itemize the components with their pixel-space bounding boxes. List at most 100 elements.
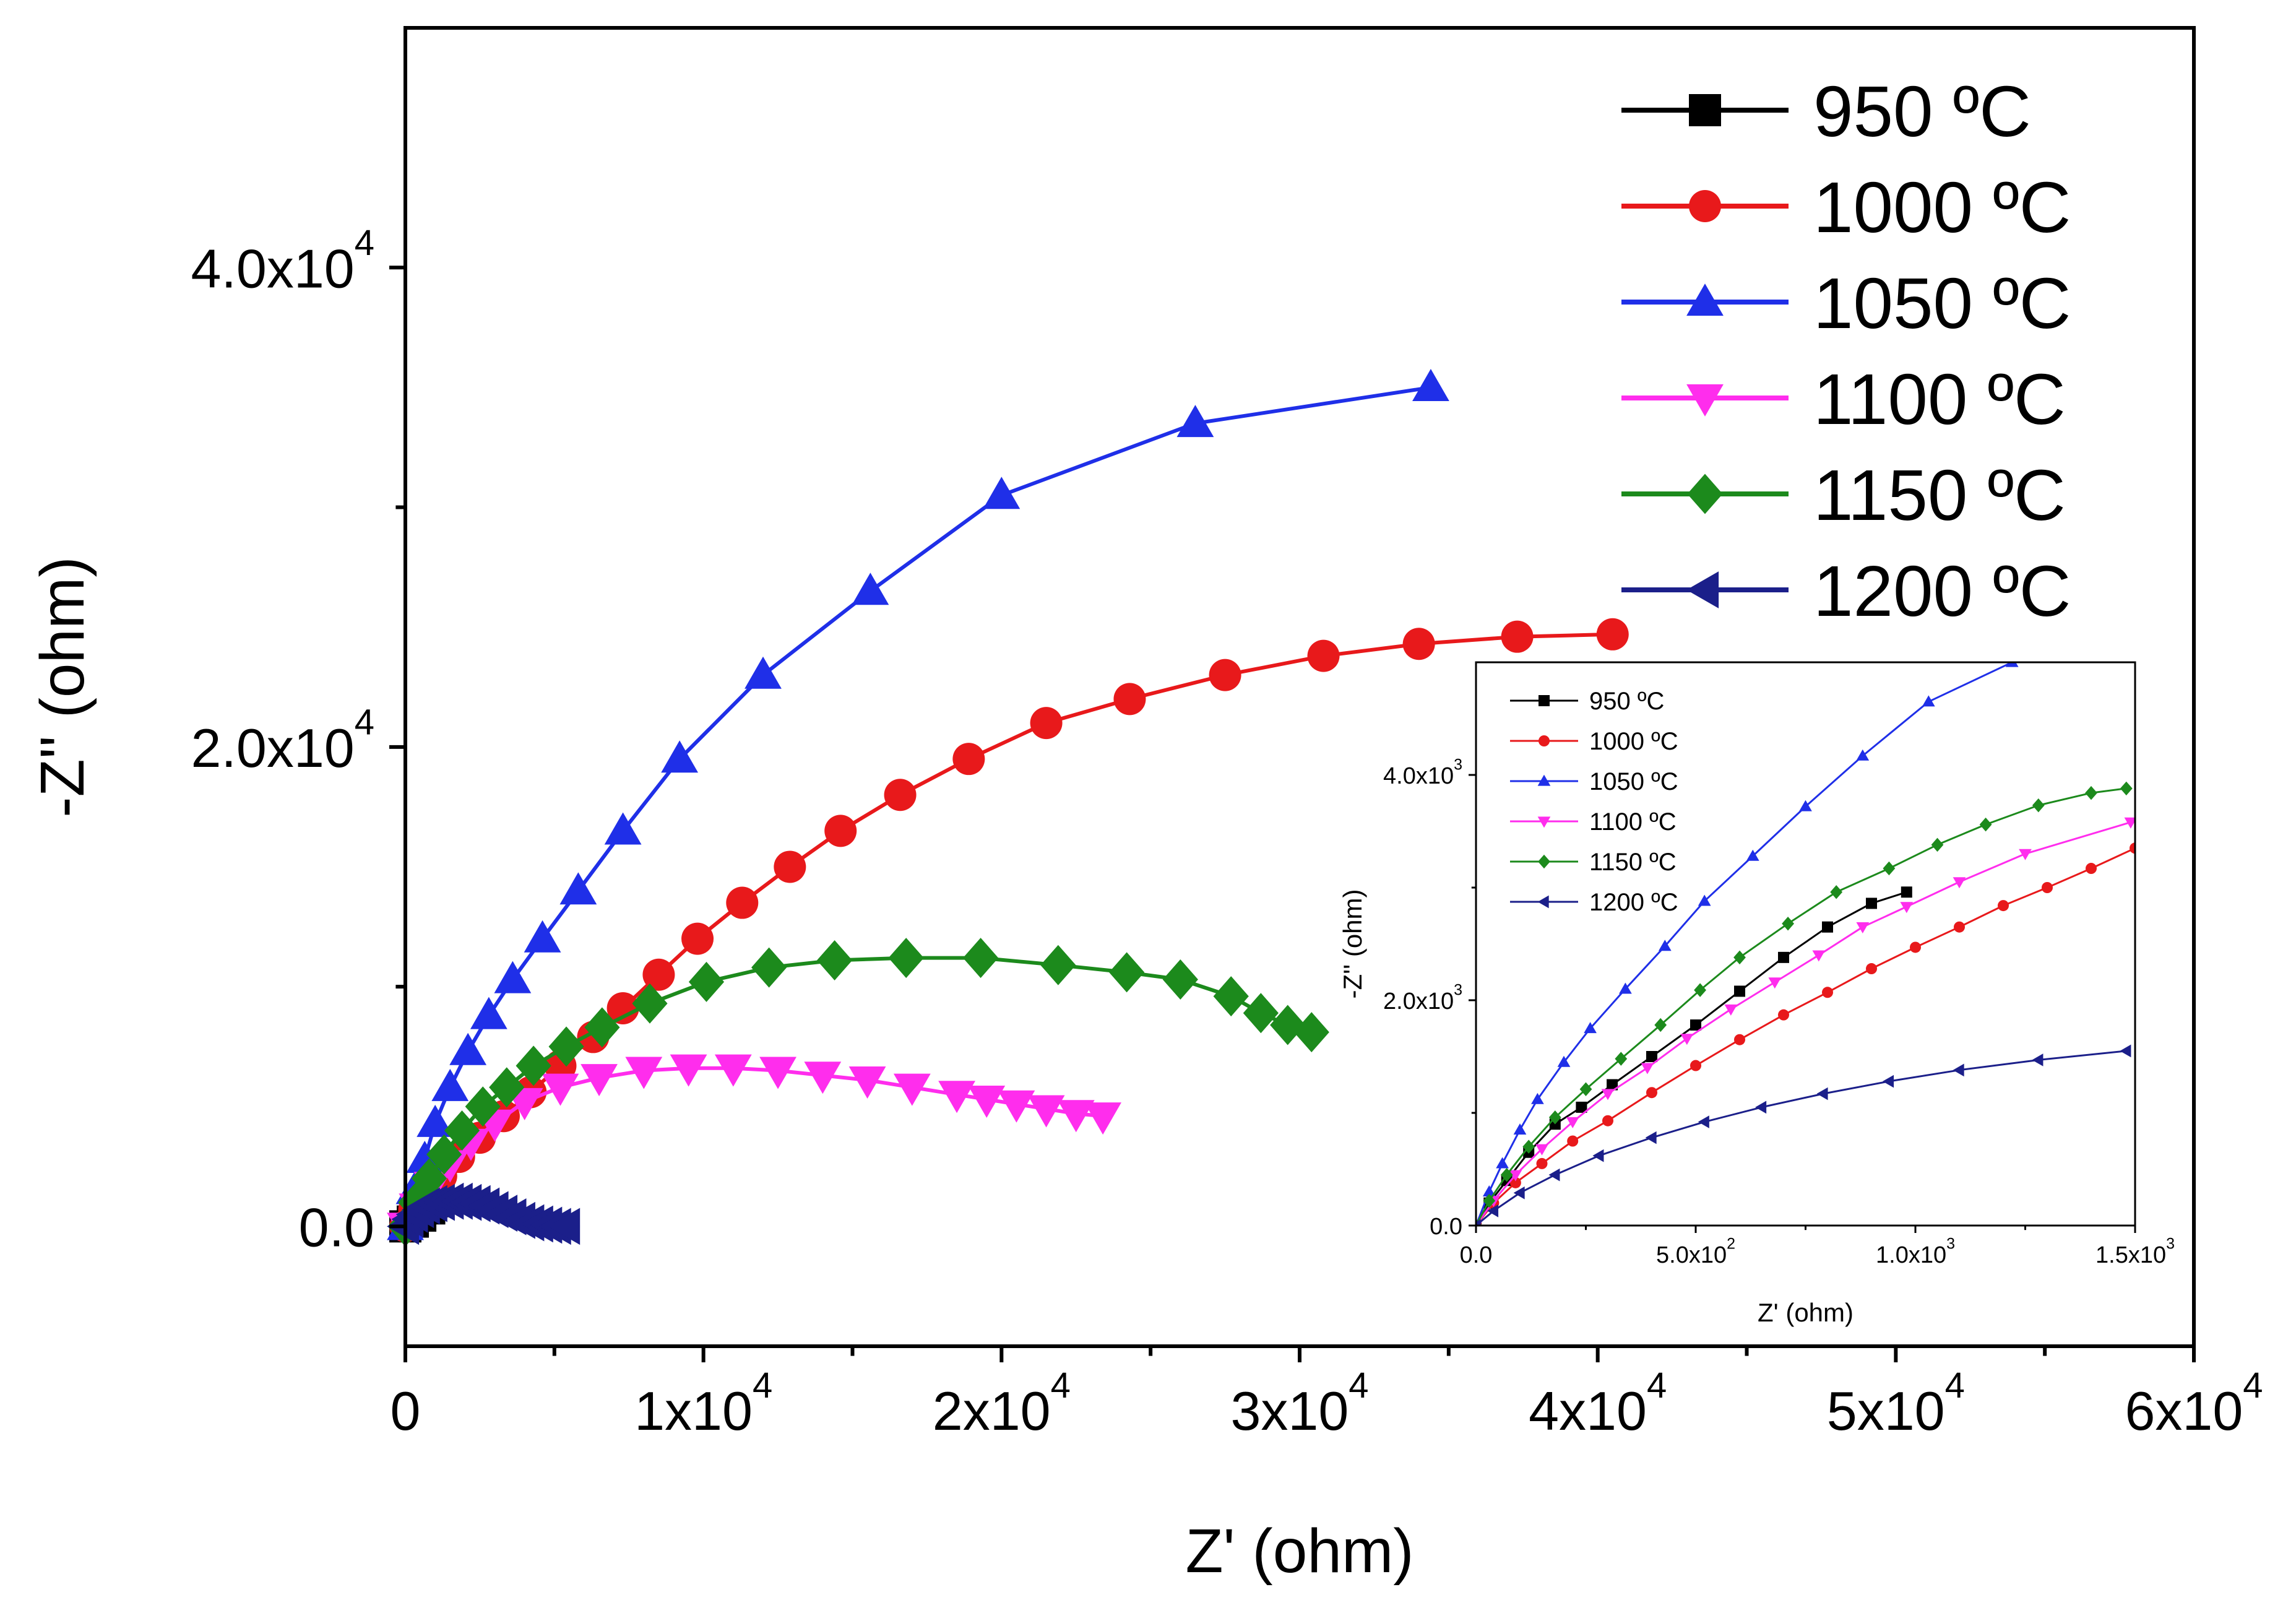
inset-data-point-1100-c [1812, 950, 1826, 962]
main-data-point-1050-c [852, 573, 889, 605]
main-data-point-1200-c [548, 1208, 580, 1245]
main-x-tick-label-mantissa: 0 [391, 1380, 421, 1442]
inset-data-point-1100-c [2019, 849, 2032, 860]
inset-data-point-1200-c [1548, 1168, 1560, 1182]
main-legend-label: 1000 ºC [1813, 167, 2071, 248]
main-data-point-1100-c [580, 1064, 618, 1097]
main-data-point-1050-c [604, 812, 642, 845]
inset-data-point-1100-c [1724, 1004, 1738, 1016]
main-data-point-1150-c [888, 938, 924, 979]
main-data-point-1100-c [998, 1090, 1035, 1123]
main-data-point-1150-c [1243, 993, 1279, 1034]
inset-legend-item-950-c: 950 ºC [1510, 688, 1664, 715]
inset-data-point-950-c [1607, 1079, 1618, 1091]
inset-data-point-1000-c [1536, 1157, 1548, 1169]
inset-data-point-1100-c [1900, 902, 1914, 914]
inset-data-point-1150-c [1830, 885, 1843, 899]
main-x-axis-label: Z' (ohm) [1185, 1516, 1413, 1586]
inset-x-tick-label-exponent: 2 [1727, 1235, 1735, 1253]
inset-data-point-1150-c [1522, 1139, 1535, 1154]
inset-legend-label: 1200 ºC [1589, 889, 1678, 916]
main-data-point-1150-c [548, 1026, 584, 1067]
main-x-tick-label-exponent: 4 [1945, 1365, 1965, 1406]
inset-x-tick-label: 1.5x103 [2095, 1235, 2175, 1269]
inset-data-point-1050-c [2005, 662, 2019, 667]
main-data-point-1150-c [817, 940, 853, 980]
main-series-1150-c [387, 938, 1329, 1247]
main-legend-item-950-c: 950 ºC [1621, 71, 2031, 152]
main-x-tick-label-exponent: 4 [753, 1365, 772, 1406]
main-x-tick-label-mantissa: 6x10 [2125, 1380, 2243, 1442]
inset-legend-item-1200-c: 1200 ºC [1510, 889, 1678, 916]
inset-nyquist-chart: 0.0 5.0x102 1.0x103 1.5x1030.02.0x1034.0x10… [1338, 661, 2175, 1327]
inset-data-point-1000-c [1734, 1034, 1745, 1045]
main-data-point-1000-c [824, 815, 857, 847]
main-legend: 950 ºC 1000 ºC 1050 ºC 1100 ºC 1150 ºC 1200 º… [1621, 71, 2071, 631]
inset-plot-background [1476, 662, 2135, 1226]
inset-data-point-1000-c [1602, 1115, 1613, 1127]
inset-data-point-1100-c [1566, 1117, 1579, 1128]
inset-data-point-1050-c [1496, 1157, 1509, 1169]
main-data-point-1150-c [444, 1110, 480, 1151]
main-nyquist-chart: 0 1x104 2x104 3x104 4x104 5x104 6x1040.02.0x10… [28, 26, 2263, 1586]
inset-data-point-1100-c [1856, 922, 1870, 934]
inset-series-1100-c [1476, 817, 2135, 1226]
inset-x-axis-label: Z' (ohm) [1758, 1298, 1854, 1327]
inset-data-point-950-c [1690, 1019, 1701, 1031]
main-data-point-1000-c [1402, 628, 1435, 660]
inset-data-point-1200-c [2120, 1044, 2131, 1058]
main-legend-marker [1686, 384, 1724, 417]
inset-data-point-1150-c [1579, 1082, 1592, 1097]
main-legend-label: 950 ºC [1813, 71, 2031, 152]
inset-legend-item-1150-c: 1150 ºC [1510, 849, 1677, 876]
main-series-1200-c [387, 1182, 580, 1245]
main-legend-label: 1100 ºC [1813, 359, 2066, 439]
main-data-point-1000-c [1501, 620, 1534, 653]
main-data-point-1150-c [963, 938, 999, 979]
inset-data-point-1150-c [1615, 1052, 1628, 1066]
inset-data-point-1000-c [2130, 842, 2135, 854]
inset-data-point-1000-c [1567, 1135, 1579, 1147]
inset-data-point-1000-c [1954, 921, 1965, 933]
inset-y-tick-label-mantissa: 4.0x10 [1383, 763, 1454, 789]
inset-data-point-1200-c [2032, 1053, 2044, 1066]
main-data-point-1100-c [670, 1054, 707, 1087]
main-data-point-1100-c [1084, 1102, 1121, 1135]
inset-legend-marker [1538, 854, 1550, 869]
inset-data-point-1100-c [1601, 1089, 1615, 1101]
main-data-point-1000-c [1307, 639, 1340, 672]
inset-data-point-950-c [1866, 897, 1877, 909]
inset-x-tick-label-mantissa: 1.0x10 [1876, 1242, 1946, 1268]
inset-data-point-1100-c [1953, 877, 1966, 889]
inset-y-tick-label-mantissa: 2.0x10 [1383, 988, 1454, 1014]
inset-y-tick-label: 2.0x103 [1383, 982, 1462, 1015]
main-x-tick-label-exponent: 4 [1051, 1365, 1071, 1406]
inset-data-point-1200-c [1645, 1131, 1657, 1144]
main-data-point-1000-c [606, 992, 639, 1024]
main-data-point-1000-c [642, 958, 675, 991]
inset-y-tick-label-mantissa: 0.0 [1430, 1214, 1462, 1240]
inset-data-point-1150-c [1694, 983, 1706, 997]
inset-data-point-1050-c [1799, 800, 1812, 811]
main-data-point-1150-c [1293, 1012, 1329, 1053]
main-y-tick-label: 0.0 [299, 1196, 374, 1258]
main-data-point-1050-c [983, 477, 1021, 509]
inset-series-1000-c [1476, 842, 2135, 1226]
main-legend-label: 1150 ºC [1813, 455, 2066, 535]
inset-data-point-1000-c [1998, 900, 2009, 912]
inset-legend-marker [1537, 895, 1549, 909]
main-data-point-1100-c [1027, 1095, 1065, 1128]
main-data-point-1050-c [559, 872, 597, 905]
main-data-point-1000-c [1030, 707, 1063, 740]
main-data-point-1050-c [494, 961, 532, 993]
main-data-point-1000-c [884, 779, 917, 811]
inset-data-point-1050-c [1922, 695, 1935, 707]
inset-data-point-1050-c [1531, 1092, 1544, 1104]
main-data-point-1050-c [449, 1032, 487, 1065]
inset-data-point-1050-c [1698, 894, 1711, 906]
inset-data-point-950-c [1734, 985, 1745, 997]
inset-series-line-1150-c [1476, 787, 2126, 1226]
main-legend-marker [1686, 283, 1724, 316]
inset-data-point-1150-c [1979, 817, 1992, 832]
